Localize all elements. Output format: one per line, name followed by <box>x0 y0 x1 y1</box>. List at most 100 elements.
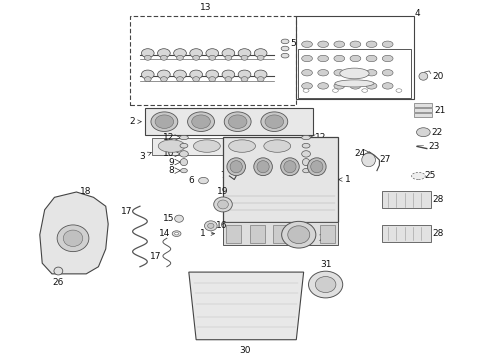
Bar <box>414 113 432 117</box>
Text: 27: 27 <box>379 156 391 165</box>
Ellipse shape <box>302 41 313 48</box>
Ellipse shape <box>382 55 393 62</box>
Ellipse shape <box>318 69 329 76</box>
Ellipse shape <box>334 83 344 89</box>
Ellipse shape <box>151 112 178 131</box>
Text: 16: 16 <box>216 221 227 230</box>
Ellipse shape <box>334 69 344 76</box>
Ellipse shape <box>172 231 181 237</box>
Ellipse shape <box>316 276 336 293</box>
Bar <box>223 222 338 246</box>
Ellipse shape <box>284 161 296 173</box>
Text: 2: 2 <box>129 117 141 126</box>
Ellipse shape <box>192 115 210 129</box>
Ellipse shape <box>334 41 344 48</box>
Bar <box>130 16 296 105</box>
Ellipse shape <box>208 223 214 228</box>
Ellipse shape <box>176 77 183 82</box>
Ellipse shape <box>145 55 151 60</box>
Ellipse shape <box>193 77 199 82</box>
Ellipse shape <box>308 158 326 176</box>
Ellipse shape <box>303 89 309 92</box>
Ellipse shape <box>382 69 393 76</box>
Ellipse shape <box>366 83 377 89</box>
Ellipse shape <box>419 72 428 80</box>
Ellipse shape <box>264 140 291 152</box>
Ellipse shape <box>225 77 232 82</box>
Ellipse shape <box>254 49 267 58</box>
Ellipse shape <box>288 226 310 244</box>
Bar <box>296 16 414 99</box>
Bar <box>298 49 411 98</box>
Bar <box>223 137 338 222</box>
Bar <box>145 108 314 135</box>
Ellipse shape <box>416 128 430 137</box>
Text: 17: 17 <box>150 252 162 261</box>
Text: 11: 11 <box>315 141 326 150</box>
Bar <box>226 225 241 243</box>
Ellipse shape <box>204 221 217 231</box>
Ellipse shape <box>281 39 289 44</box>
Ellipse shape <box>194 140 220 152</box>
Ellipse shape <box>302 135 311 140</box>
Ellipse shape <box>334 55 344 62</box>
Ellipse shape <box>282 221 316 248</box>
Ellipse shape <box>174 233 178 235</box>
Ellipse shape <box>366 41 377 48</box>
Ellipse shape <box>302 158 310 166</box>
Bar <box>297 225 312 243</box>
Ellipse shape <box>382 83 393 89</box>
Ellipse shape <box>335 80 374 87</box>
Ellipse shape <box>193 55 199 60</box>
Bar <box>414 108 432 112</box>
Ellipse shape <box>158 70 170 79</box>
Ellipse shape <box>238 70 251 79</box>
Text: 12: 12 <box>315 133 326 142</box>
Ellipse shape <box>176 55 183 60</box>
Text: 25: 25 <box>425 171 436 180</box>
Polygon shape <box>40 192 108 274</box>
Ellipse shape <box>241 55 248 60</box>
Ellipse shape <box>302 83 313 89</box>
Text: 23: 23 <box>428 142 440 151</box>
Ellipse shape <box>412 172 425 180</box>
Ellipse shape <box>142 49 154 58</box>
Text: 14: 14 <box>159 229 171 238</box>
Ellipse shape <box>160 77 167 82</box>
Ellipse shape <box>214 197 232 212</box>
Ellipse shape <box>174 215 183 222</box>
Text: 17: 17 <box>121 207 133 216</box>
Text: 3: 3 <box>139 152 151 161</box>
Ellipse shape <box>281 46 289 51</box>
Ellipse shape <box>302 143 310 148</box>
Ellipse shape <box>350 41 361 48</box>
Text: 10: 10 <box>315 149 326 158</box>
Ellipse shape <box>254 158 272 176</box>
Ellipse shape <box>145 77 151 82</box>
Text: 5: 5 <box>291 39 296 48</box>
Ellipse shape <box>332 89 338 92</box>
Ellipse shape <box>57 225 89 252</box>
Ellipse shape <box>366 55 377 62</box>
Ellipse shape <box>209 55 216 60</box>
Ellipse shape <box>350 55 361 62</box>
Ellipse shape <box>225 55 232 60</box>
Ellipse shape <box>303 168 310 173</box>
Ellipse shape <box>318 41 329 48</box>
Ellipse shape <box>179 135 188 140</box>
Ellipse shape <box>265 115 284 129</box>
Ellipse shape <box>350 83 361 89</box>
Ellipse shape <box>209 77 216 82</box>
Ellipse shape <box>362 89 368 92</box>
Text: 24: 24 <box>354 149 365 158</box>
Ellipse shape <box>158 140 185 152</box>
Bar <box>382 225 431 242</box>
Ellipse shape <box>63 230 83 247</box>
Ellipse shape <box>382 41 393 48</box>
Ellipse shape <box>188 112 215 131</box>
Ellipse shape <box>340 68 369 79</box>
Text: 30: 30 <box>239 346 251 355</box>
Ellipse shape <box>160 55 167 60</box>
Ellipse shape <box>224 112 251 131</box>
Text: 11: 11 <box>163 141 174 150</box>
